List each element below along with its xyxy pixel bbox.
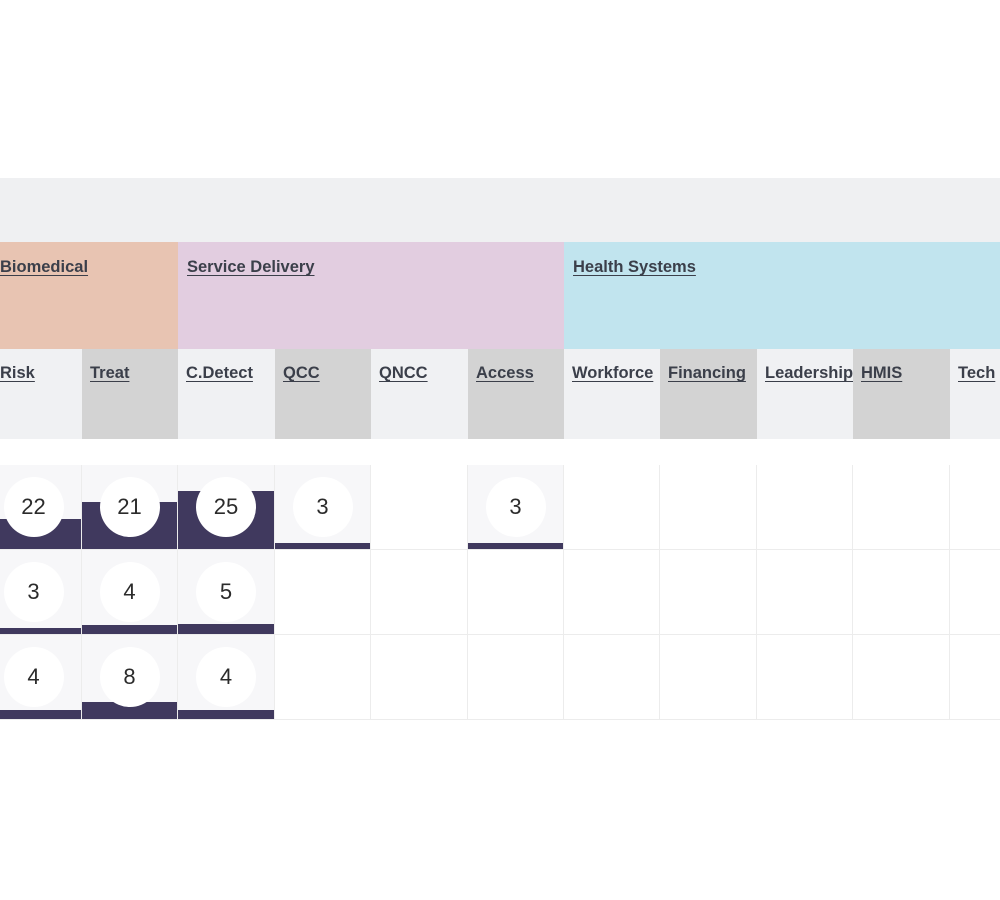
column-header-workforce: Workforce <box>564 349 660 439</box>
column-link-hmis[interactable]: HMIS <box>861 364 903 382</box>
cell-fill-bar <box>0 628 81 634</box>
column-link-treat[interactable]: Treat <box>90 364 130 382</box>
table-cell <box>275 635 371 720</box>
cell-count-bubble[interactable]: 4 <box>99 562 160 622</box>
table-cell <box>660 465 757 550</box>
group-link-health-systems[interactable]: Health Systems <box>573 258 696 276</box>
table-cell <box>564 550 660 635</box>
column-link-access[interactable]: Access <box>476 364 534 382</box>
table-cell <box>950 465 1000 550</box>
cell-count-bubble[interactable]: 5 <box>196 562 256 622</box>
table-cell <box>853 550 950 635</box>
table-cell[interactable]: 3 <box>468 465 564 550</box>
table-cell[interactable]: 25 <box>178 465 275 550</box>
cell-count-bubble[interactable]: 22 <box>3 477 64 537</box>
table-cell[interactable]: 8 <box>82 635 178 720</box>
column-header-financing: Financing <box>660 349 757 439</box>
table-cell <box>371 465 468 550</box>
group-header-service-delivery: Service Delivery <box>178 242 564 349</box>
table-cell <box>468 550 564 635</box>
table-cell <box>468 635 564 720</box>
group-link-service-delivery[interactable]: Service Delivery <box>187 258 315 276</box>
column-header-row: Risk Treat C.Detect QCC QNCC Access Work… <box>0 349 1000 439</box>
column-link-workforce[interactable]: Workforce <box>572 364 654 382</box>
column-header-tech: Tech <box>950 349 1000 439</box>
table-cell <box>371 635 468 720</box>
column-header-qcc: QCC <box>275 349 371 439</box>
table-cell <box>757 550 853 635</box>
data-grid: 22 21 25 3 3 3 4 5 4 8 4 <box>0 465 1000 720</box>
column-link-leadership[interactable]: Leadership <box>765 364 853 382</box>
table-header-band <box>0 178 1000 242</box>
cell-fill-bar <box>0 710 81 719</box>
table-cell <box>660 550 757 635</box>
table-cell[interactable]: 21 <box>82 465 178 550</box>
table-cell <box>564 635 660 720</box>
group-header-row: Biomedical Service Delivery Health Syste… <box>0 242 1000 349</box>
table-cell <box>660 635 757 720</box>
group-link-biomedical[interactable]: Biomedical <box>0 258 89 276</box>
table-cell <box>757 635 853 720</box>
group-header-biomedical: Biomedical <box>0 242 178 349</box>
cell-fill-bar <box>178 624 274 634</box>
table-cell[interactable]: 5 <box>178 550 275 635</box>
cell-count-bubble[interactable]: 4 <box>3 647 64 707</box>
table-cell[interactable]: 4 <box>82 550 178 635</box>
table-cell[interactable]: 4 <box>0 635 82 720</box>
column-header-hmis: HMIS <box>853 349 950 439</box>
table-cell <box>950 635 1000 720</box>
table-cell <box>275 550 371 635</box>
column-link-financing[interactable]: Financing <box>668 364 746 382</box>
column-header-leadership: Leadership <box>757 349 853 439</box>
table-cell[interactable]: 4 <box>178 635 275 720</box>
column-link-qncc[interactable]: QNCC <box>379 364 428 382</box>
cell-count-bubble[interactable]: 3 <box>292 477 353 537</box>
column-header-qncc: QNCC <box>371 349 468 439</box>
cell-count-bubble[interactable]: 3 <box>3 562 64 622</box>
cell-count-bubble[interactable]: 8 <box>99 647 160 707</box>
column-link-risk[interactable]: Risk <box>0 364 35 382</box>
cell-fill-bar <box>82 625 177 634</box>
column-link-c-detect[interactable]: C.Detect <box>186 364 253 382</box>
table-cell[interactable]: 3 <box>275 465 371 550</box>
column-link-tech[interactable]: Tech <box>958 364 996 382</box>
column-header-access: Access <box>468 349 564 439</box>
table-cell[interactable]: 3 <box>0 550 82 635</box>
cell-fill-bar <box>275 543 370 549</box>
table-cell <box>853 465 950 550</box>
column-header-c-detect: C.Detect <box>178 349 275 439</box>
column-header-risk: Risk <box>0 349 82 439</box>
column-link-qcc[interactable]: QCC <box>283 364 320 382</box>
cell-count-bubble[interactable]: 3 <box>485 477 546 537</box>
cell-fill-bar <box>82 702 177 719</box>
table-cell <box>757 465 853 550</box>
group-header-health-systems: Health Systems <box>564 242 1000 349</box>
table-cell <box>950 550 1000 635</box>
table-cell <box>853 635 950 720</box>
column-header-treat: Treat <box>82 349 178 439</box>
cell-count-bubble[interactable]: 25 <box>196 477 256 537</box>
table-cell <box>564 465 660 550</box>
cell-fill-bar <box>468 543 563 549</box>
cell-count-bubble[interactable]: 4 <box>196 647 256 707</box>
table-cell[interactable]: 22 <box>0 465 82 550</box>
table-cell <box>371 550 468 635</box>
cell-count-bubble[interactable]: 21 <box>99 477 160 537</box>
cell-fill-bar <box>178 710 274 719</box>
